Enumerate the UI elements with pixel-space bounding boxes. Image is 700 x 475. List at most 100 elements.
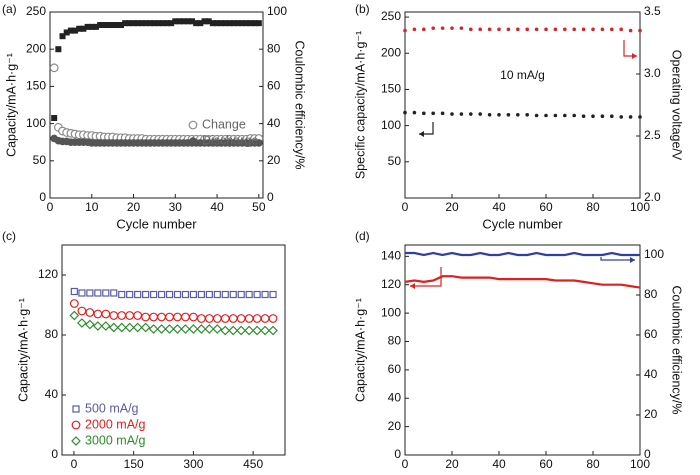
marker: [134, 20, 141, 27]
y-tick-label: 100: [26, 116, 46, 130]
marker: [516, 112, 520, 117]
legend-marker: [72, 405, 80, 413]
marker: [403, 28, 407, 33]
marker: [255, 139, 263, 147]
marker: [252, 325, 262, 336]
legend-label: 500 mA/g: [85, 401, 139, 415]
y2-axis-label: Coulombic efficiency/%: [670, 286, 684, 415]
marker: [181, 290, 190, 299]
marker: [252, 314, 262, 323]
marker: [487, 112, 492, 117]
y2-tick-label: 0: [644, 447, 651, 461]
marker: [268, 325, 278, 336]
y-tick-label: 150: [381, 82, 401, 96]
marker: [516, 27, 520, 32]
marker: [108, 322, 119, 333]
marker: [201, 18, 208, 25]
marker: [260, 314, 270, 323]
marker: [78, 289, 86, 297]
marker: [110, 289, 118, 297]
x-axis-label: Cycle number: [482, 216, 563, 231]
panel: (a)0 10 20 30 40 5005010015020025002040608010…: [2, 2, 307, 231]
marker: [459, 26, 464, 30]
marker: [49, 63, 59, 73]
marker: [51, 115, 58, 122]
marker: [141, 312, 151, 322]
plot-frame: [404, 244, 641, 456]
marker: [214, 20, 221, 27]
marker: [88, 23, 95, 30]
marker: [469, 27, 473, 32]
panel-label: (a): [2, 2, 17, 16]
y-tick-label: 50: [388, 154, 402, 168]
marker: [412, 110, 417, 115]
marker: [247, 20, 254, 27]
marker: [204, 324, 215, 334]
legend-label: 3000 mA/g: [85, 433, 146, 447]
marker: [563, 27, 567, 32]
arrow: [600, 257, 635, 261]
marker: [69, 310, 80, 321]
legend-marker: [71, 420, 81, 430]
marker: [261, 290, 269, 299]
x-tick-label: 20: [445, 200, 459, 214]
marker: [147, 20, 154, 27]
y2-tick-label: 3.5: [644, 4, 661, 18]
marker: [126, 20, 133, 27]
legend-label: Discharge: [202, 133, 258, 147]
marker: [228, 314, 238, 323]
marker: [572, 27, 576, 32]
plot-frame: [61, 244, 286, 456]
y2-tick-label: 60: [267, 79, 281, 93]
marker: [148, 324, 159, 334]
marker: [544, 113, 548, 118]
y-tick-label: 0: [51, 447, 58, 461]
x-axis-label: Cycle number: [116, 216, 197, 231]
marker: [205, 290, 213, 299]
legend-label: 2000 mA/g: [85, 417, 146, 431]
marker: [619, 27, 623, 32]
marker: [197, 290, 205, 299]
y-tick-label: 50: [33, 153, 47, 167]
y-tick-label: 100: [381, 305, 401, 319]
marker: [221, 290, 229, 299]
y-tick-label: 60: [388, 362, 402, 376]
legend-marker: [188, 120, 198, 130]
x-tick-label: 0: [71, 457, 78, 470]
marker: [226, 20, 233, 27]
marker: [487, 27, 492, 32]
marker: [189, 18, 195, 25]
y2-tick-label: 40: [644, 367, 658, 381]
x-tick-label: 150: [124, 457, 144, 470]
marker: [234, 20, 241, 27]
marker: [140, 322, 151, 333]
marker: [610, 114, 614, 119]
y2-tick-label: 80: [267, 41, 281, 55]
marker: [85, 319, 95, 330]
marker: [591, 114, 595, 119]
y-tick-label: 120: [38, 267, 58, 281]
marker: [102, 289, 110, 297]
y2-tick-label: 0: [267, 190, 274, 204]
marker: [122, 20, 129, 27]
arrow: [410, 267, 442, 287]
marker: [506, 112, 511, 117]
marker: [118, 22, 124, 29]
y2-tick-label: 80: [644, 287, 658, 301]
marker: [497, 27, 501, 32]
marker: [422, 111, 426, 116]
panel-label: (b): [355, 2, 370, 16]
marker: [581, 114, 586, 119]
marker: [76, 25, 83, 32]
marker: [105, 22, 112, 29]
marker: [59, 33, 66, 40]
marker: [157, 290, 166, 299]
marker: [118, 290, 126, 299]
marker: [230, 20, 237, 27]
y-tick-label: 20: [388, 419, 402, 433]
marker: [563, 113, 567, 118]
marker: [469, 112, 473, 116]
marker: [172, 18, 179, 25]
annotation: 10 mA/g: [500, 68, 545, 82]
marker: [204, 314, 214, 323]
